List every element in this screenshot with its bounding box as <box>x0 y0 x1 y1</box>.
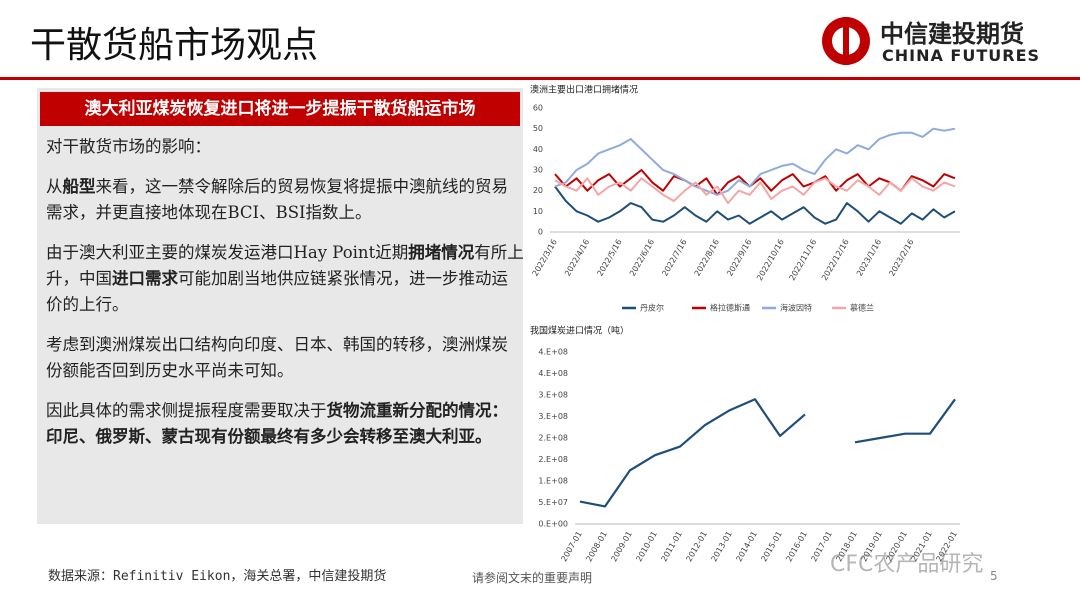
paragraph: 考虑到澳洲煤炭出口结构向印度、日本、韩国的转移，澳洲煤炭份额能否回到历史水平尚未… <box>46 332 524 384</box>
paragraph: 从船型来看，这一禁令解除后的贸易恢复将提振中澳航线的贸易需求，并更直接地体现在B… <box>46 174 524 226</box>
text-run: 拥堵情况 <box>408 243 475 262</box>
text-run: 来看，这一禁令解除后的贸易恢复将提振中澳航线的贸易需求，并更直接地体现在BCI、… <box>46 177 508 222</box>
watermark: CFC农产品研究 <box>830 552 984 577</box>
x-tick-label: 2007-01 <box>559 530 584 563</box>
y-tick-label: 30 <box>533 166 543 175</box>
y-tick-label: 2.E+08 <box>538 434 568 443</box>
logo-text: 中信建投期货 <box>880 20 1024 48</box>
y-tick-label: 10 <box>533 207 543 216</box>
chart-title: 澳洲主要出口港口拥堵情况 <box>530 84 638 96</box>
series-line <box>554 127 956 196</box>
y-tick-label: 0 <box>538 228 543 237</box>
y-tick-label: 4.E+08 <box>538 369 568 378</box>
x-tick-label: 2009-01 <box>609 530 634 563</box>
x-tick-label: 2022/6/16 <box>628 238 656 278</box>
series-line <box>554 185 956 225</box>
legend-label: 丹皮尔 <box>640 303 664 313</box>
logo-mark <box>843 17 849 65</box>
legend-label: 格拉德斯通 <box>710 303 750 313</box>
y-tick-label: 3.E+08 <box>538 391 568 400</box>
x-tick-label: 2010-01 <box>634 530 659 563</box>
y-tick-label: 3.E+08 <box>538 412 568 421</box>
x-tick-label: 2023/1/16 <box>855 238 883 278</box>
series-line <box>579 398 956 508</box>
y-tick-label: 0.E+00 <box>538 520 568 529</box>
x-tick-label: 2023/2/16 <box>887 238 915 278</box>
x-tick-label: 2022/3/16 <box>531 238 559 278</box>
chart-title: 我国煤炭进口情况（吨） <box>530 325 629 337</box>
x-tick-label: 2022/9/16 <box>725 238 753 278</box>
y-tick-label: 2.E+08 <box>538 455 568 464</box>
x-tick-label: 2013-01 <box>709 530 734 563</box>
x-tick-label: 2012-01 <box>684 530 709 563</box>
x-tick-label: 2022/5/16 <box>595 238 623 278</box>
logo-text: CHINA FUTURES <box>882 46 1041 65</box>
x-tick-label: 2008-01 <box>584 530 609 563</box>
text-run: 从 <box>46 177 63 196</box>
text-run: 考虑到澳洲煤炭出口结构向印度、日本、韩国的转移，澳洲煤炭份额能否回到历史水平尚未… <box>46 335 508 380</box>
text-run: 船型 <box>62 177 96 196</box>
series-line <box>554 169 956 196</box>
paragraph: 由于澳大利亚主要的煤炭发运港口Hay Point近期拥堵情况有所上升，中国进口需… <box>46 240 524 318</box>
paragraph: 因此具体的需求侧提振程度需要取决于货物流重新分配的情况：印尼、俄罗斯、蒙古现有份… <box>46 398 524 450</box>
x-tick-label: 2022/8/16 <box>693 238 721 278</box>
text-run: 可能加剧当地供应链紧张情况，进一步推动运价的上行。 <box>46 269 508 314</box>
text-run: 货物流重新分配的情况：印尼、俄罗斯、蒙古现有份额最终有多少会转移至澳大利亚。 <box>46 401 508 446</box>
y-tick-label: 40 <box>533 145 543 154</box>
y-tick-label: 1.E+08 <box>538 477 568 486</box>
x-tick-label: 2014-01 <box>734 530 759 563</box>
x-tick-label: 2022/4/16 <box>563 238 591 278</box>
text-run: 有所上升，中国 <box>46 243 524 288</box>
x-tick-label: 2022/12/16 <box>820 238 851 282</box>
banner: 澳大利亚煤炭恢复进口将进一步提振干散货船运市场 <box>40 92 520 126</box>
header-rule <box>0 77 1080 80</box>
series-line <box>554 177 956 205</box>
body-text: 对干散货市场的影响： 从船型来看，这一禁令解除后的贸易恢复将提振中澳航线的贸易需求… <box>46 134 524 464</box>
x-tick-label: 2011-01 <box>659 530 684 563</box>
x-tick-label: 2022/11/16 <box>788 238 819 282</box>
x-tick-label: 2016-01 <box>784 530 809 563</box>
x-tick-label: 2015-01 <box>759 530 784 563</box>
source: 数据来源：Refinitiv Eikon，海关总署，中信建投期货 <box>48 569 387 584</box>
y-tick-label: 60 <box>533 104 543 113</box>
text-run: 进口需求 <box>112 269 178 288</box>
slide-title: 干散货船市场观点 <box>30 25 319 66</box>
text-panel <box>37 88 523 524</box>
paragraph: 对干散货市场的影响： <box>46 134 524 160</box>
legend-label: 海波因特 <box>780 303 812 313</box>
text-run: 对干散货市场的影响： <box>46 137 211 156</box>
disclaimer: 请参阅文末的重要声明 <box>472 571 593 585</box>
y-tick-label: 5.E+07 <box>538 498 568 507</box>
x-tick-label: 2022/7/16 <box>660 238 688 278</box>
x-tick-label: 2022/10/16 <box>755 238 786 282</box>
y-tick-label: 50 <box>533 124 543 133</box>
text-run: 由于澳大利亚主要的煤炭发运港口Hay Point近期 <box>46 243 409 262</box>
legend-label: 慕德兰 <box>850 303 874 313</box>
page-number: 5 <box>990 569 998 583</box>
y-tick-label: 4.E+08 <box>538 348 568 357</box>
y-tick-label: 20 <box>533 186 543 195</box>
text-run: 因此具体的需求侧提振程度需要取决于 <box>46 401 327 420</box>
